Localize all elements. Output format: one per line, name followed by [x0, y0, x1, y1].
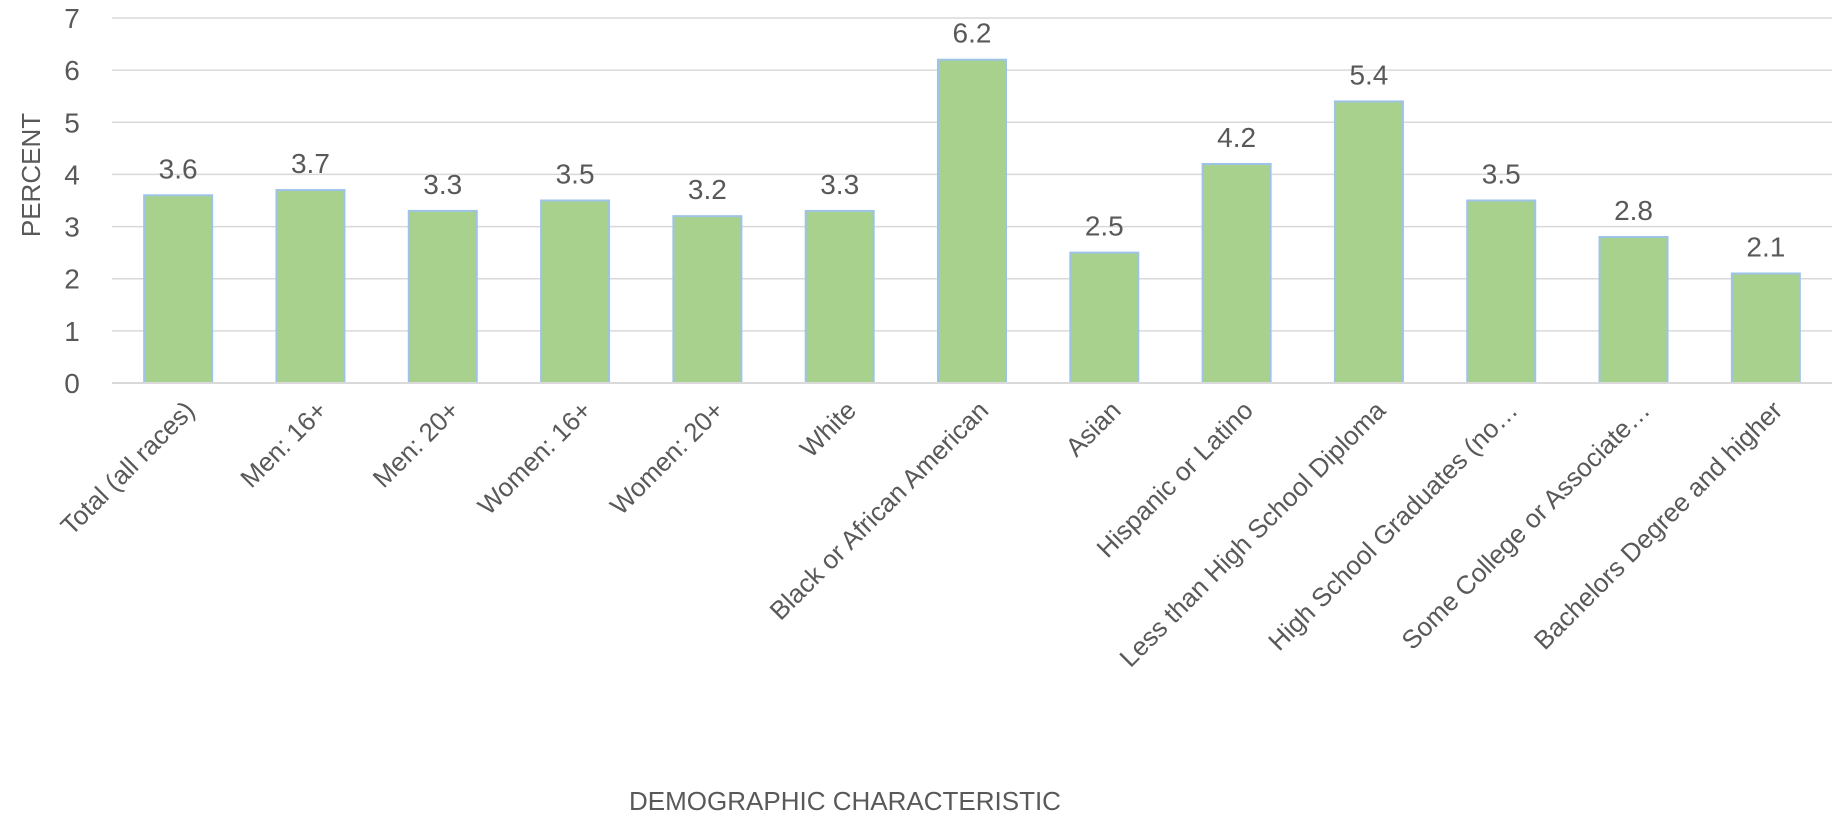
data-label: 3.3 — [820, 169, 859, 200]
y-tick-label: 3 — [64, 212, 80, 243]
y-tick-label: 1 — [64, 316, 80, 347]
bar — [937, 58, 1007, 384]
data-label: 3.5 — [556, 159, 595, 190]
bar — [1598, 236, 1669, 384]
x-category-label: Some College or Associate… — [1395, 395, 1655, 655]
x-category-label: Women: 20+ — [604, 395, 730, 521]
data-label: 2.8 — [1614, 195, 1653, 226]
data-label: 3.2 — [688, 174, 727, 205]
y-tick-label: 2 — [64, 264, 80, 295]
x-category-label: Black or African American — [764, 395, 995, 626]
x-axis-categories: Total (all races) Men: 16+ Men: 20+ Women: … — [55, 395, 1789, 673]
bar — [1466, 199, 1537, 384]
x-category-label: Asian — [1059, 395, 1126, 462]
x-category-label: Men: 20+ — [367, 395, 465, 493]
x-category-label: High School Graduates (no… — [1262, 395, 1523, 656]
data-label: 5.4 — [1349, 59, 1388, 90]
bar — [1069, 251, 1140, 384]
data-label: 4.2 — [1217, 122, 1256, 153]
y-tick-label: 4 — [64, 159, 80, 190]
bar — [540, 199, 611, 384]
bar — [1201, 163, 1272, 384]
y-axis-ticks: 0 1 2 3 4 5 6 7 — [64, 3, 80, 399]
x-category-label: White — [794, 395, 862, 463]
data-label: 6.2 — [953, 18, 992, 49]
data-label: 3.5 — [1482, 159, 1521, 190]
x-axis-title: DEMOGRAPHIC CHARACTERISTIC — [629, 786, 1061, 816]
data-label: 3.6 — [159, 153, 198, 184]
x-category-label: Women: 16+ — [472, 395, 598, 521]
bar — [275, 189, 346, 384]
bar — [1333, 100, 1404, 385]
bars — [143, 58, 1801, 385]
bar — [407, 209, 478, 384]
data-label: 3.3 — [423, 169, 462, 200]
bar — [143, 194, 214, 384]
bar — [672, 215, 743, 384]
y-tick-label: 0 — [64, 368, 80, 399]
x-category-label: Bachelors Degree and higher — [1528, 395, 1789, 656]
y-tick-label: 7 — [64, 3, 80, 34]
x-category-label: Total (all races) — [55, 395, 201, 541]
data-label: 3.7 — [291, 148, 330, 179]
x-category-label: Men: 16+ — [234, 395, 332, 493]
y-tick-label: 5 — [64, 107, 80, 138]
data-label: 2.1 — [1746, 232, 1785, 263]
y-axis-title: PERCENT — [16, 113, 46, 237]
bar — [1730, 272, 1801, 384]
bar — [804, 209, 875, 384]
y-tick-label: 6 — [64, 55, 80, 86]
x-category-label: Less than High School Diploma — [1113, 395, 1391, 673]
data-label: 2.5 — [1085, 211, 1124, 242]
data-labels: 3.6 3.7 3.3 3.5 3.2 3.3 6.2 2.5 4.2 5.4 3.5 2.8 2.1 — [159, 18, 1786, 263]
